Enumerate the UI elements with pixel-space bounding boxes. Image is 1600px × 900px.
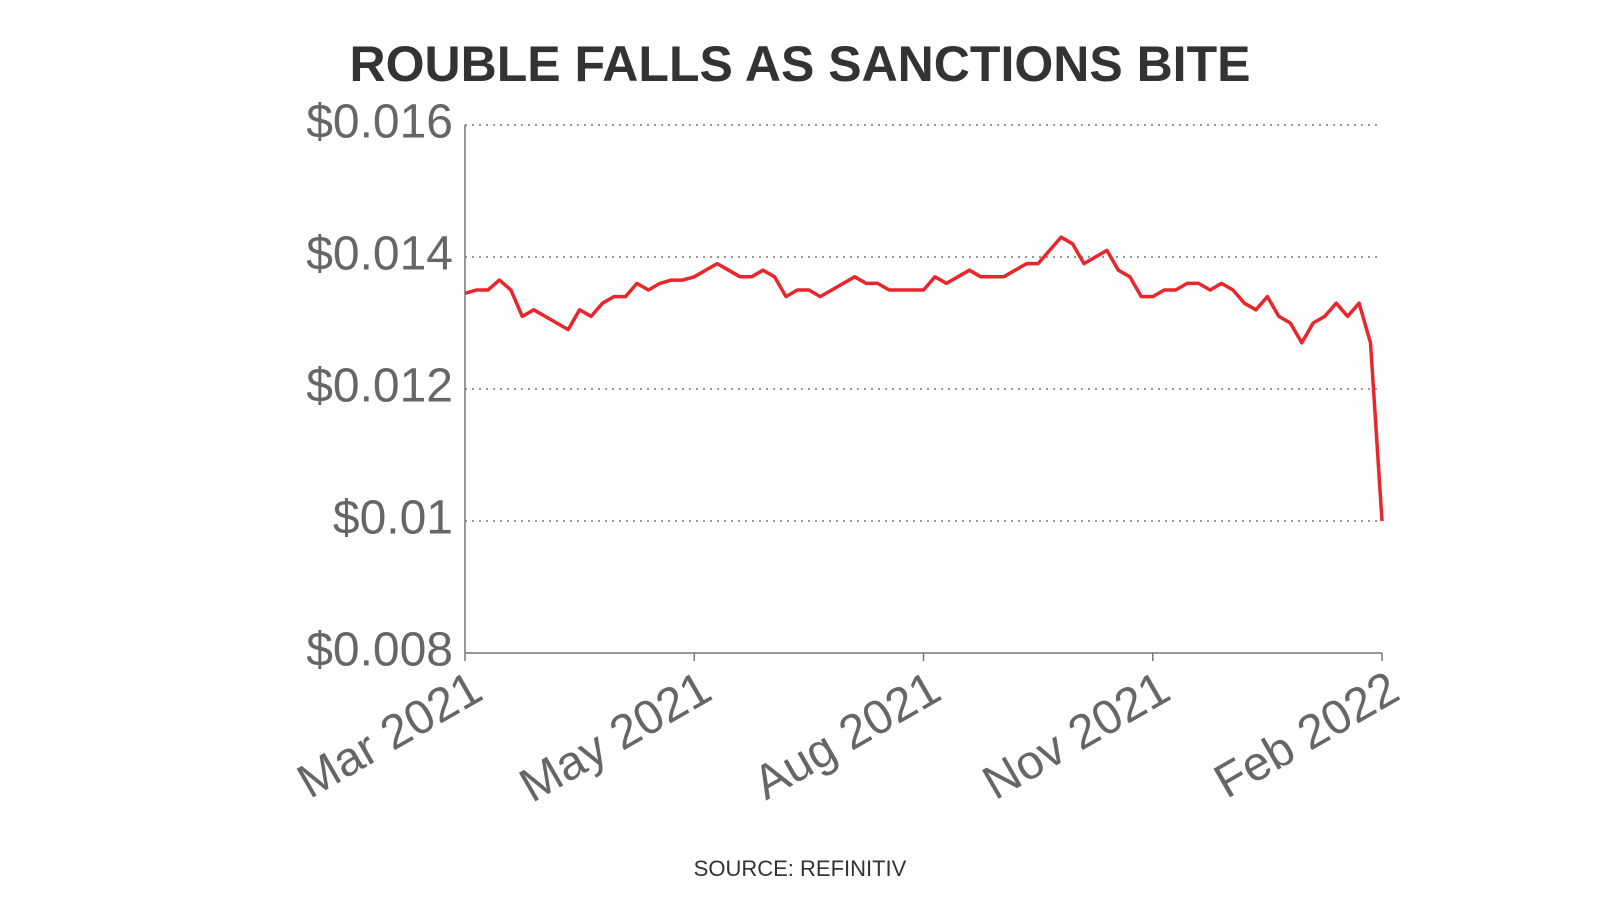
source-note: SOURCE: REFINITIV: [694, 856, 907, 881]
x-tick-label: Mar 2021: [289, 662, 491, 809]
chart-title: ROUBLE FALLS AS SANCTIONS BITE: [350, 36, 1251, 92]
y-tick-label: $0.008: [306, 624, 453, 677]
y-tick-label: $0.01: [333, 492, 453, 545]
y-tick-label: $0.012: [306, 360, 453, 413]
x-tick-label: Aug 2021: [745, 662, 950, 811]
y-tick-label: $0.014: [306, 228, 453, 281]
x-tick-label: Nov 2021: [974, 662, 1178, 811]
line: [464, 235, 1384, 522]
y-tick-label: $0.016: [306, 96, 453, 149]
x-tick-label: May 2021: [511, 662, 720, 813]
x-tick-label: Feb 2022: [1206, 662, 1408, 809]
